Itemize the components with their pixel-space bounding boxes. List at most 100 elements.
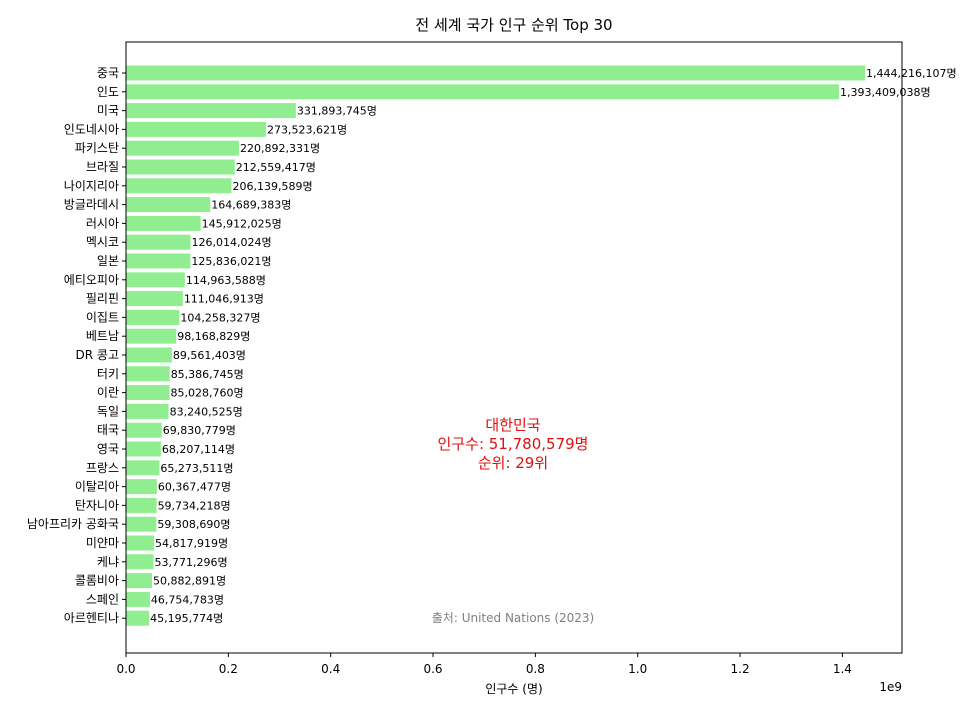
bar-25 (126, 535, 155, 551)
y-tick-label: 나이지리아 (64, 179, 119, 193)
bar-26 (126, 554, 154, 570)
y-tick-label: 이집트 (86, 310, 119, 324)
y-tick-label: 에티오피아 (64, 273, 119, 287)
y-tick-label: 독일 (97, 404, 119, 418)
x-tick-label: 1.2 (731, 662, 750, 676)
y-tick-label: 콜롬비아 (75, 574, 119, 588)
bar-8 (126, 215, 201, 231)
bar-10 (126, 253, 191, 269)
y-tick-label: 멕시코 (86, 235, 119, 249)
bar-value-label: 59,308,690명 (157, 518, 230, 531)
korea-annotation: 대한민국 인구수: 51,780,579명 순위: 29위 (438, 416, 589, 472)
y-tick-label: 방글라데시 (64, 198, 119, 212)
y-tick-label: 미얀마 (86, 536, 119, 550)
bar-value-label: 85,386,745명 (171, 368, 244, 381)
y-tick-label: 태국 (97, 423, 119, 437)
bar-value-label: 50,882,891명 (153, 575, 226, 588)
bar-23 (126, 497, 157, 513)
bar-value-label: 104,258,327명 (180, 311, 260, 324)
y-tick-label: DR 콩고 (76, 348, 119, 362)
source-note: 출처: United Nations (2023) (432, 611, 594, 625)
y-tick-label: 케냐 (97, 555, 119, 569)
bar-value-label: 145,912,025명 (202, 217, 282, 230)
bar-value-label: 1,444,216,107명 (866, 67, 957, 80)
bar-value-label: 114,963,588명 (186, 274, 266, 287)
annotation-line: 대한민국 (485, 416, 540, 434)
bar-2 (126, 103, 296, 119)
bar-29 (126, 610, 150, 626)
bar-value-label: 83,240,525명 (170, 405, 243, 418)
bar-18 (126, 403, 169, 419)
y-tick-label: 중국 (97, 66, 119, 80)
y-tick-label: 필리핀 (86, 292, 119, 306)
bar-15 (126, 347, 172, 363)
bar-3 (126, 121, 266, 137)
y-tick-label: 남아프리카 공화국 (27, 517, 119, 531)
bar-value-label: 53,771,296명 (155, 556, 228, 569)
y-tick-label: 아르헨티나 (64, 611, 119, 625)
bar-value-label: 45,195,774명 (150, 612, 223, 625)
y-tick-label: 탄자니아 (75, 498, 119, 512)
y-tick-label: 영국 (97, 442, 119, 456)
bar-value-label: 89,561,403명 (173, 349, 246, 362)
bar-value-label: 59,734,218명 (158, 499, 231, 512)
bar-value-label: 111,046,913명 (184, 293, 264, 306)
bar-28 (126, 591, 150, 607)
bar-value-label: 85,028,760명 (171, 387, 244, 400)
bar-7 (126, 197, 211, 213)
bar-12 (126, 291, 183, 307)
bars-group (126, 65, 866, 626)
bar-value-label: 331,893,745명 (297, 105, 377, 118)
bar-value-label: 126,014,024명 (191, 236, 271, 249)
bar-24 (126, 516, 157, 532)
x-tick-label: 0.2 (219, 662, 238, 676)
bar-value-label: 54,817,919명 (155, 537, 228, 550)
y-tick-label: 파키스탄 (75, 141, 119, 155)
bar-16 (126, 366, 170, 382)
bar-value-label: 164,689,383명 (211, 199, 291, 212)
bar-4 (126, 140, 240, 156)
bar-value-label: 60,367,477명 (158, 481, 231, 494)
value-labels-group: 1,444,216,107명 1,393,409,038명 331,893,745명… (150, 67, 957, 625)
y-tick-label: 일본 (97, 254, 119, 268)
bar-value-label: 273,523,621명 (267, 123, 347, 136)
bar-13 (126, 309, 180, 325)
x-tick-label: 0.8 (526, 662, 545, 676)
annotation-line: 순위: 29위 (478, 454, 548, 472)
bar-value-label: 220,892,331명 (240, 142, 320, 155)
y-tick-label: 이탈리아 (75, 480, 119, 494)
x-axis: 0.0 0.2 0.4 0.6 0.8 1.0 1.2 1.4 (116, 653, 852, 676)
bar-value-label: 65,273,511명 (160, 462, 233, 475)
y-tick-label: 프랑스 (86, 461, 119, 475)
bar-value-label: 98,168,829명 (177, 330, 250, 343)
x-tick-label: 1.4 (833, 662, 852, 676)
bar-20 (126, 441, 161, 457)
bar-19 (126, 422, 162, 438)
bar-0 (126, 65, 866, 81)
bar-22 (126, 479, 157, 495)
bar-6 (126, 178, 232, 194)
y-tick-label: 인도 (97, 85, 119, 99)
chart-title: 전 세계 국가 인구 순위 Top 30 (415, 16, 612, 34)
y-tick-label: 터키 (97, 367, 119, 381)
y-tick-label: 스페인 (86, 592, 119, 606)
bar-9 (126, 234, 191, 250)
y-tick-label: 러시아 (86, 216, 119, 230)
plot-frame (125, 41, 903, 654)
x-axis-scale-text: 1e9 (879, 680, 902, 694)
bar-1 (126, 84, 840, 100)
bar-value-label: 206,139,589명 (232, 180, 312, 193)
y-tick-label: 브라질 (86, 160, 119, 174)
bar-value-label: 46,754,783명 (151, 593, 224, 606)
bar-value-label: 212,559,417명 (236, 161, 316, 174)
x-axis-label: 인구수 (명) (485, 682, 542, 696)
bar-value-label: 68,207,114명 (162, 443, 235, 456)
y-axis: 중국인도미국인도네시아파키스탄브라질나이지리아방글라데시러시아멕시코일본에티오피… (27, 66, 126, 625)
x-tick-label: 0.4 (321, 662, 340, 676)
bar-14 (126, 328, 177, 344)
bar-5 (126, 159, 235, 175)
y-tick-label: 인도네시아 (64, 122, 119, 136)
x-tick-label: 1.0 (628, 662, 647, 676)
x-tick-label: 0.6 (423, 662, 442, 676)
